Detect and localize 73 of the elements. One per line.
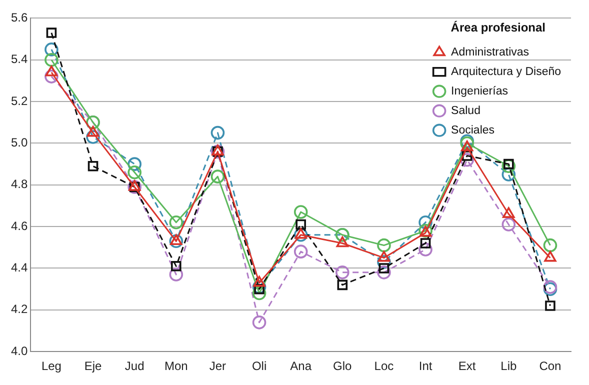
point [128, 157, 142, 171]
point [502, 159, 516, 174]
x-tick-label: Loc [374, 359, 394, 374]
point [418, 216, 432, 230]
point [378, 263, 390, 274]
y-tick-label: 5.6 [10, 10, 28, 25]
point [294, 244, 308, 258]
point [46, 28, 57, 38]
y-tick-label: 4.2 [10, 302, 28, 316]
point [88, 161, 98, 172]
y-tick-label: 4.8 [10, 177, 28, 192]
point [169, 268, 184, 282]
point [253, 276, 266, 287]
point [336, 266, 350, 280]
point [420, 238, 431, 248]
x-tick-label: Glo [333, 359, 352, 374]
point [170, 234, 182, 246]
point [418, 242, 432, 256]
point [252, 286, 266, 300]
x-tick-label: Jud [124, 359, 144, 374]
point [86, 130, 100, 144]
point [462, 150, 472, 161]
point [44, 42, 58, 56]
point [294, 205, 308, 219]
point [296, 219, 306, 230]
y-tick-label: 5.4 [10, 52, 28, 66]
point [252, 316, 266, 330]
point [171, 261, 182, 272]
y-tick-label: 4.6 [10, 218, 28, 233]
legend-label: Sociales [451, 124, 495, 137]
x-tick-label: Mon [164, 359, 188, 374]
x-tick-label: Ext [458, 359, 476, 374]
point [460, 152, 474, 167]
point [128, 166, 142, 180]
point [502, 218, 516, 232]
point [45, 65, 58, 76]
y-tick-label: 4.0 [10, 344, 28, 358]
x-tick-label: Jer [209, 359, 226, 374]
x-tick-label: Oli [252, 359, 267, 374]
legend-label: Administrativas [451, 46, 530, 59]
point [502, 207, 515, 218]
point [377, 238, 391, 252]
point [543, 238, 558, 252]
point [294, 228, 307, 239]
x-tick-label: Int [418, 359, 433, 374]
x-tick-label: Lib [500, 359, 517, 374]
legend-label: Ingenierías [451, 86, 508, 98]
point [377, 266, 391, 280]
x-tick-label: Ana [290, 359, 312, 374]
point [86, 126, 100, 137]
point [210, 126, 225, 140]
point [460, 140, 474, 152]
point [44, 52, 58, 67]
point [169, 234, 184, 248]
y-tick-label: 5.0 [10, 136, 28, 150]
x-tick-label: Eje [84, 359, 102, 374]
legend-title: Área profesional [450, 20, 546, 35]
point [502, 168, 516, 182]
point [337, 280, 348, 290]
legend-label: Salud [451, 105, 480, 118]
x-tick-label: Leg [41, 359, 62, 374]
y-tick-label: 5.2 [10, 94, 28, 108]
point [378, 250, 390, 262]
x-tick-label: Con [539, 359, 562, 374]
point [294, 228, 308, 242]
point [336, 236, 348, 248]
point [169, 216, 184, 230]
point [44, 70, 58, 84]
y-tick-label: 4.4 [10, 260, 28, 275]
point [210, 170, 225, 184]
legend-label: Arquitectura y Diseño [451, 66, 562, 78]
point [545, 300, 556, 311]
point [544, 250, 556, 262]
